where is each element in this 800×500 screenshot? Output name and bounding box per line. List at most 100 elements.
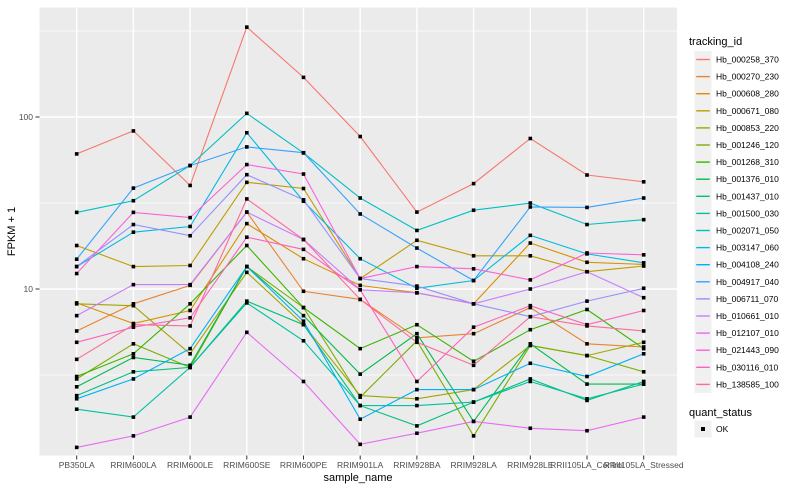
legend-item: Hb_000671_080 — [694, 102, 779, 120]
data-point-marker — [415, 396, 419, 401]
legend-color-title: tracking_id — [689, 36, 742, 48]
data-point-marker — [641, 382, 646, 386]
data-point-marker — [74, 271, 79, 276]
legend-item-label: Hb_004917_040 — [716, 277, 779, 287]
data-point-marker — [528, 327, 533, 332]
data-point-marker — [245, 270, 249, 275]
data-point-marker — [74, 407, 79, 412]
legend-item: Hb_000258_370 — [694, 51, 779, 68]
data-point-marker — [585, 260, 589, 265]
data-point-marker — [131, 325, 136, 329]
legend-item-label: Hb_006711_070 — [716, 294, 779, 304]
data-point-marker — [245, 25, 249, 29]
data-point-marker — [415, 228, 419, 233]
y-axis-title: FPKM + 1 — [6, 207, 18, 256]
x-tick-label: RRIM600LE — [167, 460, 214, 470]
data-point-marker — [415, 264, 419, 269]
data-point-marker — [528, 253, 533, 258]
data-point-marker — [528, 361, 533, 366]
legend-item: Hb_001268_310 — [694, 153, 779, 171]
data-point-marker — [131, 415, 136, 419]
legend-item-label: Hb_001246_120 — [716, 140, 779, 150]
legend-item: Hb_138585_100 — [694, 375, 779, 393]
data-point-marker — [131, 222, 136, 227]
legend-item-label: Hb_001500_030 — [716, 208, 779, 218]
data-point-marker — [471, 278, 476, 283]
data-point-marker — [415, 403, 419, 408]
data-point-marker — [301, 237, 306, 242]
data-point-marker — [131, 302, 136, 306]
legend-item-label: Hb_000258_370 — [716, 55, 779, 65]
legend-item: Hb_003147_060 — [694, 239, 779, 257]
legend-item: Hb_000853_220 — [694, 119, 779, 137]
data-point-marker — [471, 363, 476, 368]
data-point-marker — [585, 396, 589, 401]
data-point-marker — [358, 403, 362, 408]
data-point-marker — [301, 305, 306, 310]
data-point-marker — [301, 379, 306, 384]
legend-item-label: Hb_021443_090 — [716, 345, 779, 355]
data-point-marker — [641, 415, 646, 419]
data-point-marker — [471, 387, 476, 392]
legend-item-label: Hb_000671_080 — [716, 106, 779, 116]
x-tick-label: RRIM928BA — [393, 460, 441, 470]
data-point-marker — [358, 212, 362, 216]
data-point-marker — [188, 282, 192, 287]
data-point-marker — [471, 400, 476, 404]
data-point-marker — [188, 324, 192, 328]
data-point-marker — [528, 136, 533, 141]
data-point-marker — [188, 415, 192, 419]
data-point-marker — [358, 417, 362, 421]
data-point-marker — [245, 235, 249, 240]
data-point-marker — [131, 186, 136, 190]
x-tick-label: RRIM901LA — [337, 460, 384, 470]
legend-item: Hb_006711_070 — [694, 290, 779, 308]
x-tick-label: RRII105LA_Control — [550, 460, 624, 470]
x-tick-label: RRII105LA_Stressed — [604, 460, 684, 470]
legend-item-label: Hb_000853_220 — [716, 123, 779, 133]
data-point-marker — [301, 322, 306, 327]
data-point-marker — [415, 286, 419, 291]
data-point-marker — [415, 210, 419, 214]
data-point-marker — [585, 251, 589, 255]
data-point-marker — [585, 324, 589, 328]
x-tick-label: PB350LA — [59, 460, 95, 470]
data-point-marker — [528, 241, 533, 245]
data-point-marker — [188, 302, 192, 306]
axis-layer: 10 100 PB350LA RRIM600LA RRIM600LE RRIM600SE R… — [19, 112, 684, 470]
data-point-marker — [358, 134, 362, 139]
legend-item-label: Hb_010661_010 — [716, 311, 779, 321]
legend-item: Hb_004108_240 — [694, 256, 779, 274]
data-point-marker — [74, 257, 79, 262]
data-point-marker — [358, 297, 362, 302]
data-point-marker — [585, 269, 589, 274]
data-point-marker — [358, 256, 362, 261]
data-point-marker — [245, 264, 249, 269]
data-point-marker — [74, 377, 79, 381]
data-point-marker — [471, 267, 476, 271]
data-point-marker — [641, 264, 646, 268]
data-point-marker — [358, 346, 362, 351]
data-point-marker — [585, 428, 589, 433]
data-point-marker — [585, 205, 589, 210]
data-point-marker — [358, 283, 362, 288]
data-point-marker — [585, 307, 589, 312]
legend-item: Hb_004917_040 — [694, 273, 779, 291]
data-point-marker — [415, 431, 419, 436]
data-point-marker — [528, 201, 533, 205]
data-point-marker — [131, 264, 136, 269]
data-point-marker — [415, 387, 419, 392]
data-point-marker — [74, 393, 79, 398]
data-point-marker — [74, 329, 79, 333]
data-point-marker — [585, 299, 589, 303]
data-point-marker — [301, 319, 306, 323]
data-point-marker — [471, 419, 476, 424]
legend-key-square — [701, 427, 705, 431]
data-point-marker — [358, 395, 362, 399]
data-point-marker — [245, 180, 249, 185]
data-point-marker — [188, 365, 192, 370]
x-tick-label: RRIM600LA — [110, 460, 157, 470]
data-point-marker — [301, 150, 306, 155]
